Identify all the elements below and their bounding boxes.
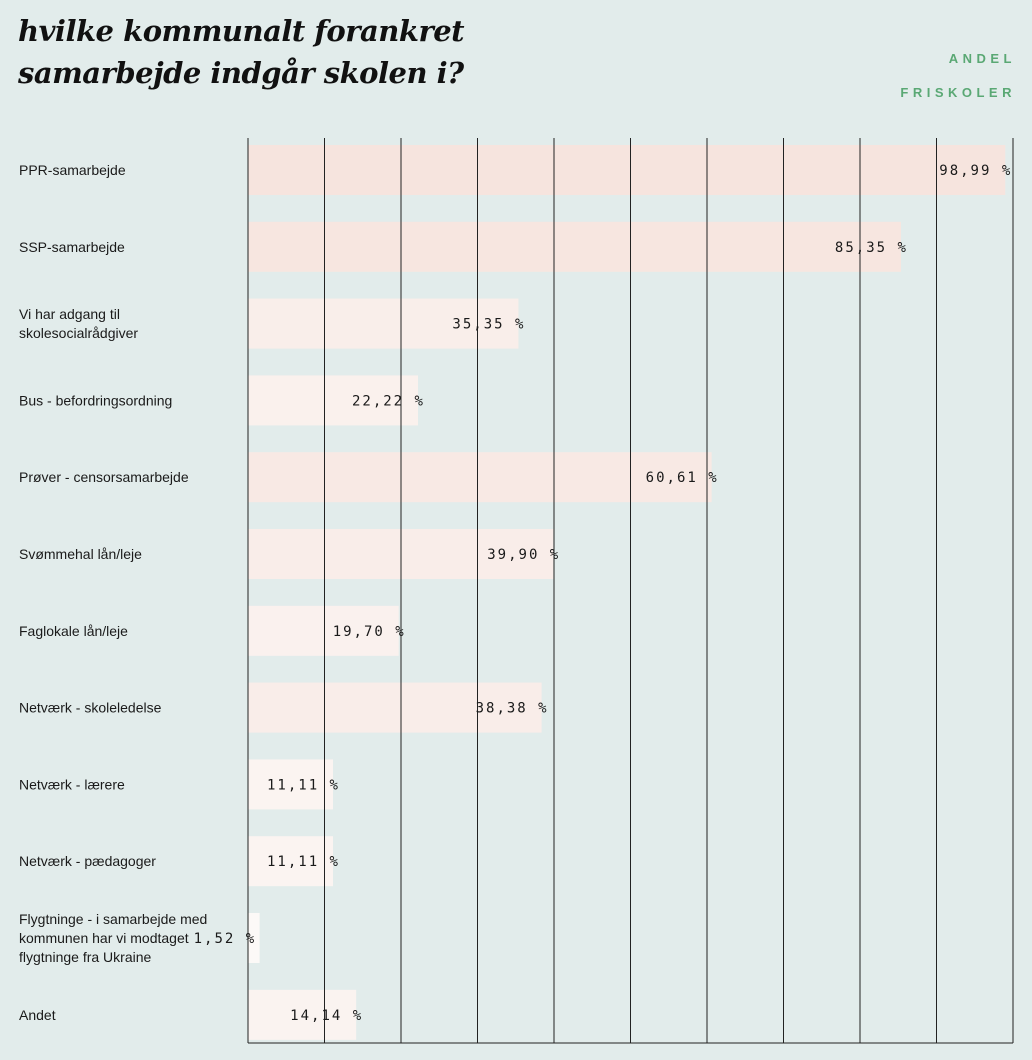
brand-line-2: FRISKOLER — [900, 85, 1016, 100]
category-label-9: Netværk - lærere — [19, 776, 125, 792]
value-label-11: 1,52 % — [194, 931, 257, 947]
category-label-12: Andet — [19, 1007, 56, 1023]
value-label-5: 60,61 % — [646, 470, 719, 486]
value-label-7: 19,70 % — [333, 624, 406, 640]
value-label-10: 11,11 % — [267, 854, 340, 870]
category-label-8: Netværk - skoleledelse — [19, 700, 162, 716]
category-label-10: Netværk - pædagoger — [19, 853, 156, 869]
value-label-3: 35,35 % — [452, 317, 525, 333]
bar-7 — [248, 605, 399, 656]
value-label-1: 98,99 % — [939, 163, 1012, 179]
bar-8 — [248, 682, 542, 733]
gridlines-layer — [247, 138, 1014, 1044]
bar-11 — [248, 913, 260, 963]
bar-2 — [248, 221, 901, 272]
bars-layer — [248, 145, 1006, 1040]
category-label-6: Svømmehal lån/leje — [19, 546, 142, 562]
value-label-12: 14,14 % — [290, 1008, 363, 1024]
brand-logo: ANDEL FRISKOLER — [900, 42, 1016, 110]
category-label-1: PPR-samarbejde — [19, 162, 126, 178]
value-label-4: 22,22 % — [352, 393, 425, 409]
category-label-2: SSP-samarbejde — [19, 239, 125, 255]
value-label-2: 85,35 % — [835, 240, 908, 256]
bar-12 — [248, 989, 357, 1040]
value-label-8: 38,38 % — [476, 701, 549, 717]
category-label-3: Vi har adgang til skolesocialrådgiver — [19, 306, 138, 341]
bar-1 — [248, 145, 1006, 195]
labels-layer: 98,99 % PPR-samarbejde 85,35 % SSP-samarbej… — [19, 162, 1012, 1024]
value-label-6: 39,90 % — [487, 547, 560, 563]
chart-title: hvilke kommunalt forankret samarbejde in… — [18, 14, 465, 90]
bar-4 — [248, 375, 418, 426]
bar-3 — [248, 298, 519, 349]
bar-9 — [248, 759, 333, 810]
category-label-7: Faglokale lån/leje — [19, 623, 128, 639]
brand-line-1: ANDEL — [948, 51, 1016, 66]
category-label-5: Prøver - censorsamarbejde — [19, 469, 189, 485]
bar-5 — [248, 452, 712, 503]
category-label-11: Flygtninge - i samarbejde med kommunen ha… — [19, 911, 207, 965]
value-label-9: 11,11 % — [267, 777, 340, 793]
bar-10 — [248, 836, 333, 887]
category-label-4: Bus - befordringsordning — [19, 392, 172, 408]
